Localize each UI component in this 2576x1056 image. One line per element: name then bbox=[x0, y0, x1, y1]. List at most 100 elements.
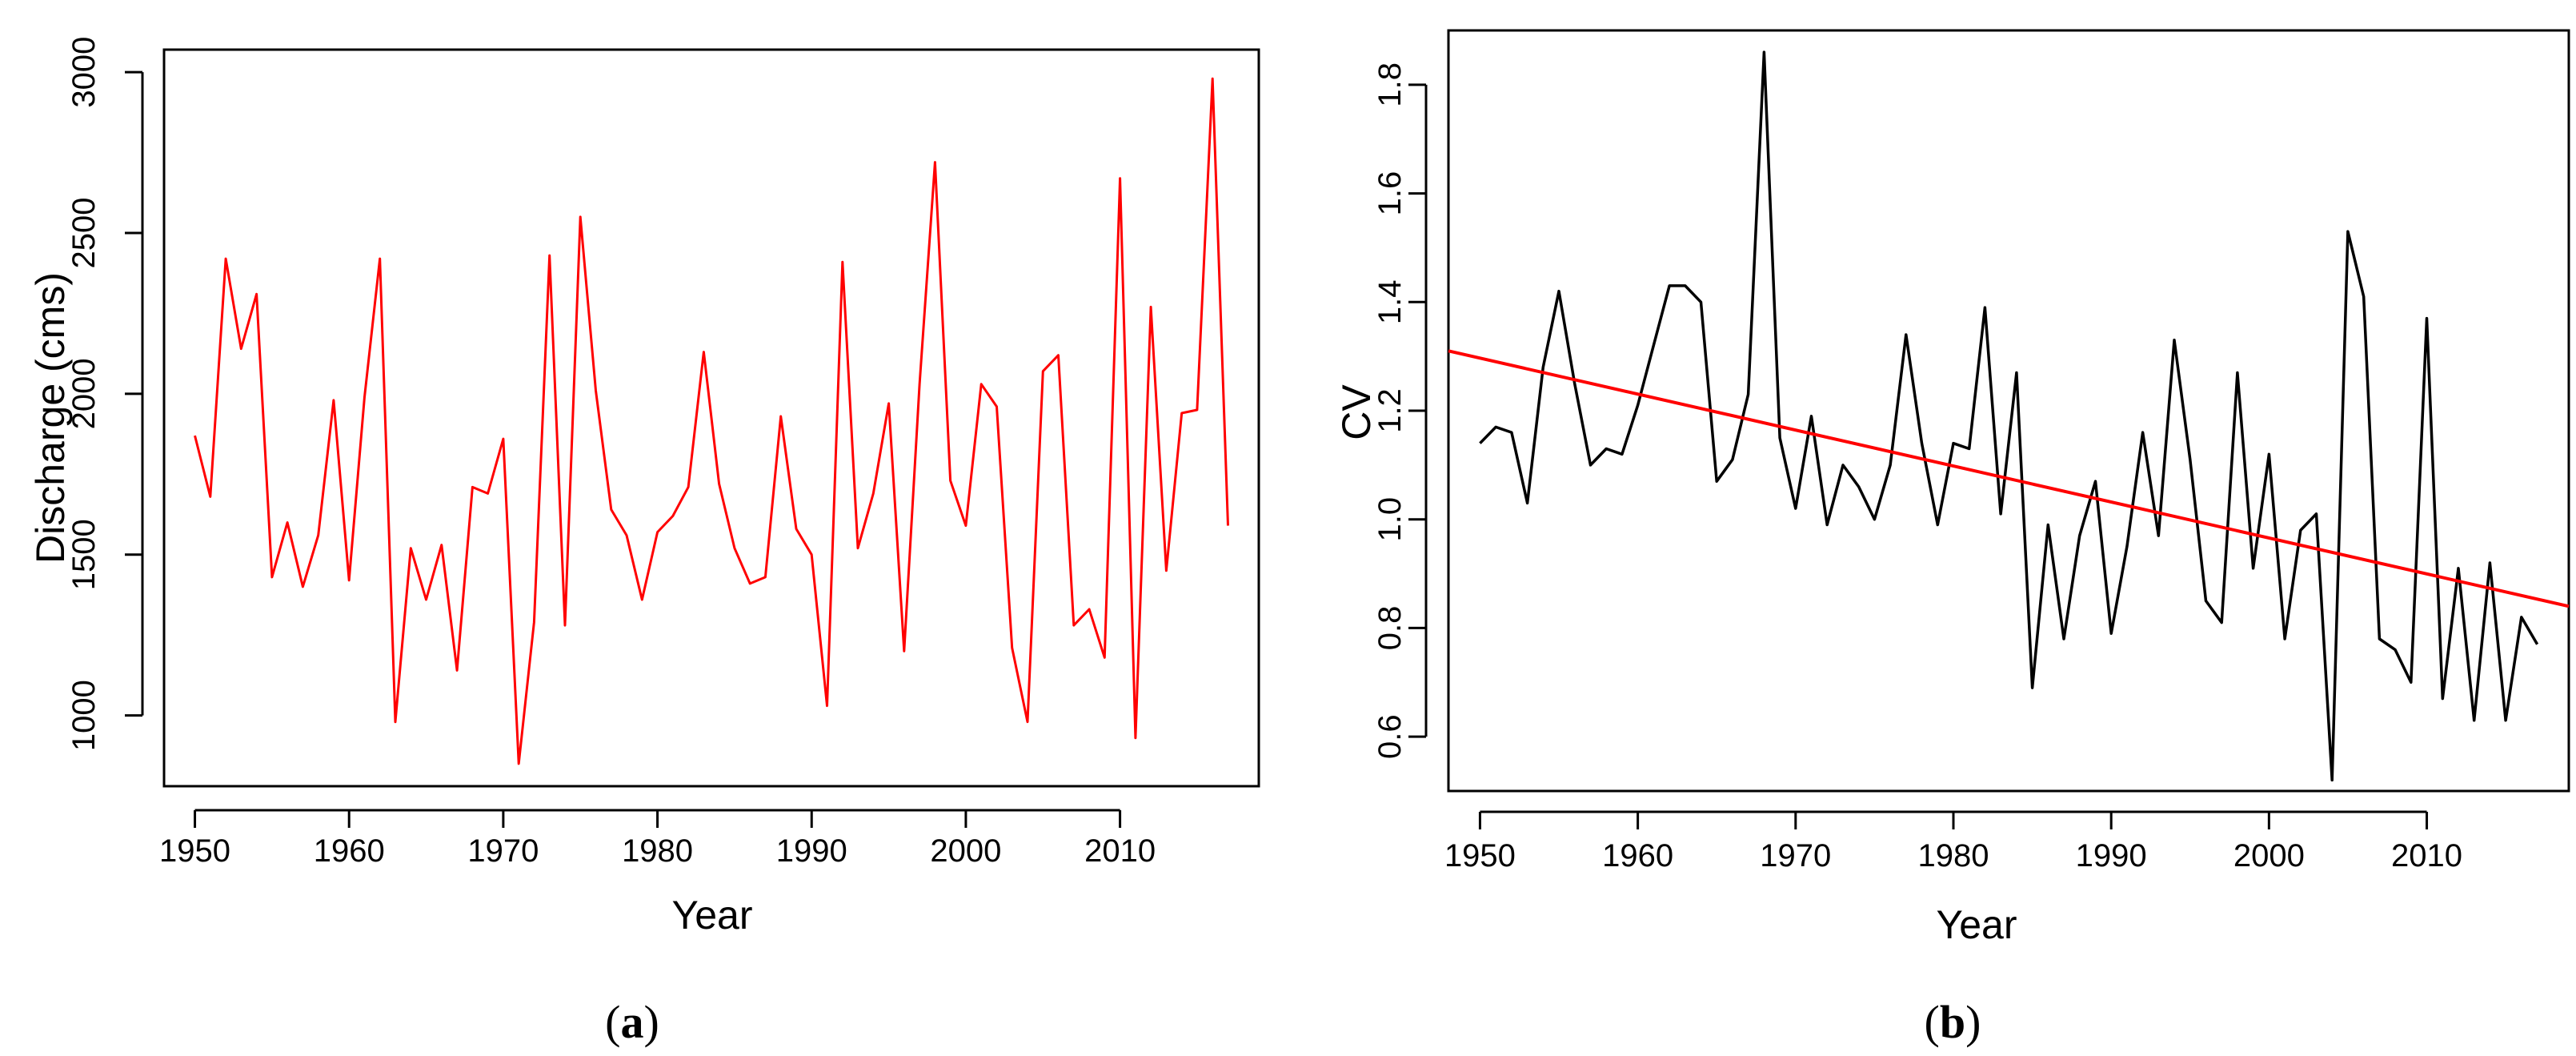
y-tick-label: 2500 bbox=[66, 198, 102, 269]
data-point bbox=[964, 524, 968, 528]
data-point bbox=[2441, 697, 2444, 701]
data-point bbox=[2062, 637, 2065, 640]
panel-a-discharge-line bbox=[194, 77, 1229, 765]
data-point bbox=[1968, 448, 1971, 451]
y-tick-label: 0.8 bbox=[1372, 606, 1408, 651]
data-point bbox=[1857, 485, 1861, 488]
panel-b-x-axis-label: Year bbox=[1936, 902, 2017, 947]
x-tick-label: 2010 bbox=[1084, 833, 1156, 869]
data-point bbox=[2220, 621, 2223, 624]
x-tick-label: 1950 bbox=[159, 833, 230, 869]
data-point bbox=[640, 598, 643, 601]
data-point bbox=[1180, 412, 1184, 415]
data-point bbox=[2330, 778, 2334, 781]
data-point bbox=[270, 576, 274, 579]
data-point bbox=[887, 402, 891, 405]
panel-b-cv-chart: 1950 1960 1970 1980 1990 2000 2010 0.6 0.8 1.0 1.… bbox=[1334, 29, 2570, 1048]
panel-a-plot-frame bbox=[162, 48, 1260, 788]
data-point bbox=[903, 649, 906, 652]
data-point bbox=[1747, 393, 1750, 396]
data-point bbox=[379, 257, 382, 260]
data-point bbox=[2504, 719, 2507, 722]
data-point bbox=[579, 215, 582, 219]
panel-b-y-axis-label: CV bbox=[1334, 384, 1379, 440]
data-point bbox=[532, 620, 535, 624]
data-point bbox=[779, 415, 783, 418]
data-point bbox=[1541, 366, 1544, 369]
data-point bbox=[2362, 295, 2366, 299]
data-point bbox=[440, 544, 443, 547]
y-tick-label: 1500 bbox=[66, 519, 102, 590]
data-point bbox=[301, 585, 304, 588]
data-point bbox=[1621, 452, 1624, 456]
data-point bbox=[425, 598, 428, 601]
data-point bbox=[1211, 77, 1214, 80]
data-point bbox=[748, 582, 751, 585]
panel-b-x-axis: 1950 1960 1970 1980 1990 2000 2010 bbox=[1444, 810, 2462, 873]
data-point bbox=[1573, 382, 1576, 385]
data-point bbox=[671, 515, 675, 518]
y-tick-label: 1.0 bbox=[1372, 497, 1408, 542]
data-point bbox=[1684, 284, 1687, 287]
data-point bbox=[1637, 404, 1640, 407]
data-point bbox=[548, 254, 551, 257]
data-point bbox=[2109, 632, 2113, 635]
data-point bbox=[763, 576, 767, 579]
data-point bbox=[2173, 339, 2176, 342]
data-point bbox=[332, 399, 335, 402]
data-point bbox=[2536, 643, 2539, 646]
data-point bbox=[2189, 458, 2192, 461]
data-point bbox=[1026, 721, 1029, 724]
data-point bbox=[1134, 737, 1137, 740]
data-point bbox=[625, 534, 628, 537]
data-point bbox=[2204, 600, 2207, 603]
data-point bbox=[1999, 512, 2002, 516]
data-point bbox=[871, 492, 875, 495]
data-point bbox=[1088, 608, 1091, 611]
x-tick-label: 1970 bbox=[467, 833, 539, 869]
x-tick-label: 1960 bbox=[314, 833, 385, 869]
data-point bbox=[2078, 534, 2081, 537]
data-point bbox=[1825, 524, 1829, 527]
data-point bbox=[2378, 637, 2381, 640]
y-tick-label: 0.6 bbox=[1372, 714, 1408, 759]
data-point bbox=[2015, 371, 2018, 375]
panel-a-caption: (a) bbox=[605, 996, 659, 1048]
data-point bbox=[2157, 534, 2160, 537]
y-tick-label: 1.2 bbox=[1372, 388, 1408, 433]
data-point bbox=[1164, 569, 1168, 572]
panel-b-plot-frame bbox=[1447, 29, 2570, 793]
data-point bbox=[841, 260, 844, 263]
y-tick-label: 1.8 bbox=[1372, 62, 1408, 107]
data-point bbox=[1226, 524, 1229, 528]
data-point bbox=[471, 485, 474, 488]
panel-a-y-axis-label: Discharge (cms) bbox=[28, 272, 73, 564]
data-point bbox=[1873, 518, 1876, 521]
data-point bbox=[687, 485, 690, 488]
data-point bbox=[1057, 354, 1060, 357]
data-point bbox=[733, 547, 736, 550]
data-point bbox=[2252, 567, 2255, 570]
x-tick-label: 2010 bbox=[2391, 838, 2462, 873]
data-point bbox=[255, 292, 258, 295]
data-point bbox=[209, 495, 212, 498]
y-tick-label: 1.4 bbox=[1372, 279, 1408, 324]
x-tick-label: 2000 bbox=[2233, 838, 2305, 873]
data-point bbox=[1652, 344, 1655, 347]
data-point bbox=[795, 528, 798, 531]
data-point bbox=[856, 547, 859, 550]
data-point bbox=[1983, 306, 1986, 309]
data-point bbox=[1841, 464, 1845, 467]
panel-b-y-axis: 0.6 0.8 1.0 1.2 1.4 1.6 1.8 bbox=[1372, 62, 1428, 759]
data-point bbox=[1936, 524, 1939, 527]
data-point bbox=[1041, 370, 1044, 373]
data-point bbox=[610, 508, 613, 511]
data-point bbox=[1715, 480, 1718, 483]
panel-b-trend-line bbox=[1448, 349, 2570, 608]
data-point bbox=[1011, 646, 1014, 649]
panel-a-discharge-chart: 1950 1960 1970 1980 1990 2000 2010 1000 1500 200… bbox=[28, 37, 1260, 1048]
x-tick-label: 1990 bbox=[776, 833, 847, 869]
data-point bbox=[1103, 656, 1106, 659]
data-point bbox=[286, 521, 289, 524]
data-point bbox=[1478, 442, 1481, 445]
